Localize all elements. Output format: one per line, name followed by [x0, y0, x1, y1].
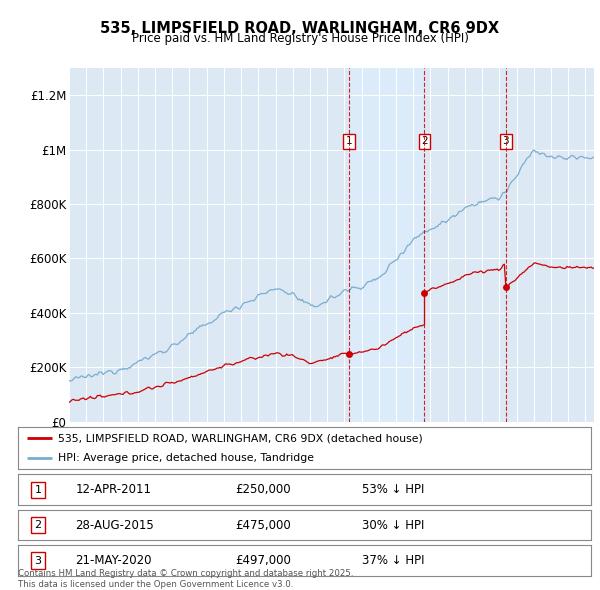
- Text: 53% ↓ HPI: 53% ↓ HPI: [362, 483, 424, 496]
- Text: 535, LIMPSFIELD ROAD, WARLINGHAM, CR6 9DX (detached house): 535, LIMPSFIELD ROAD, WARLINGHAM, CR6 9D…: [58, 433, 423, 443]
- Text: HPI: Average price, detached house, Tandridge: HPI: Average price, detached house, Tand…: [58, 453, 314, 463]
- Text: 21-MAY-2020: 21-MAY-2020: [76, 554, 152, 567]
- Text: £250,000: £250,000: [236, 483, 292, 496]
- Text: 535, LIMPSFIELD ROAD, WARLINGHAM, CR6 9DX: 535, LIMPSFIELD ROAD, WARLINGHAM, CR6 9D…: [100, 21, 500, 35]
- Text: Price paid vs. HM Land Registry's House Price Index (HPI): Price paid vs. HM Land Registry's House …: [131, 32, 469, 45]
- Text: 3: 3: [35, 556, 41, 565]
- Bar: [349, 68, 424, 422]
- Text: 3: 3: [503, 136, 509, 146]
- Text: 30% ↓ HPI: 30% ↓ HPI: [362, 519, 424, 532]
- Text: 2: 2: [421, 136, 428, 146]
- Text: 28-AUG-2015: 28-AUG-2015: [76, 519, 154, 532]
- Text: 37% ↓ HPI: 37% ↓ HPI: [362, 554, 424, 567]
- Text: 12-APR-2011: 12-APR-2011: [76, 483, 151, 496]
- Text: 1: 1: [35, 485, 41, 494]
- Text: 2: 2: [34, 520, 41, 530]
- Text: 1: 1: [346, 136, 352, 146]
- Text: Contains HM Land Registry data © Crown copyright and database right 2025.
This d: Contains HM Land Registry data © Crown c…: [18, 569, 353, 589]
- Text: £475,000: £475,000: [236, 519, 292, 532]
- Text: £497,000: £497,000: [236, 554, 292, 567]
